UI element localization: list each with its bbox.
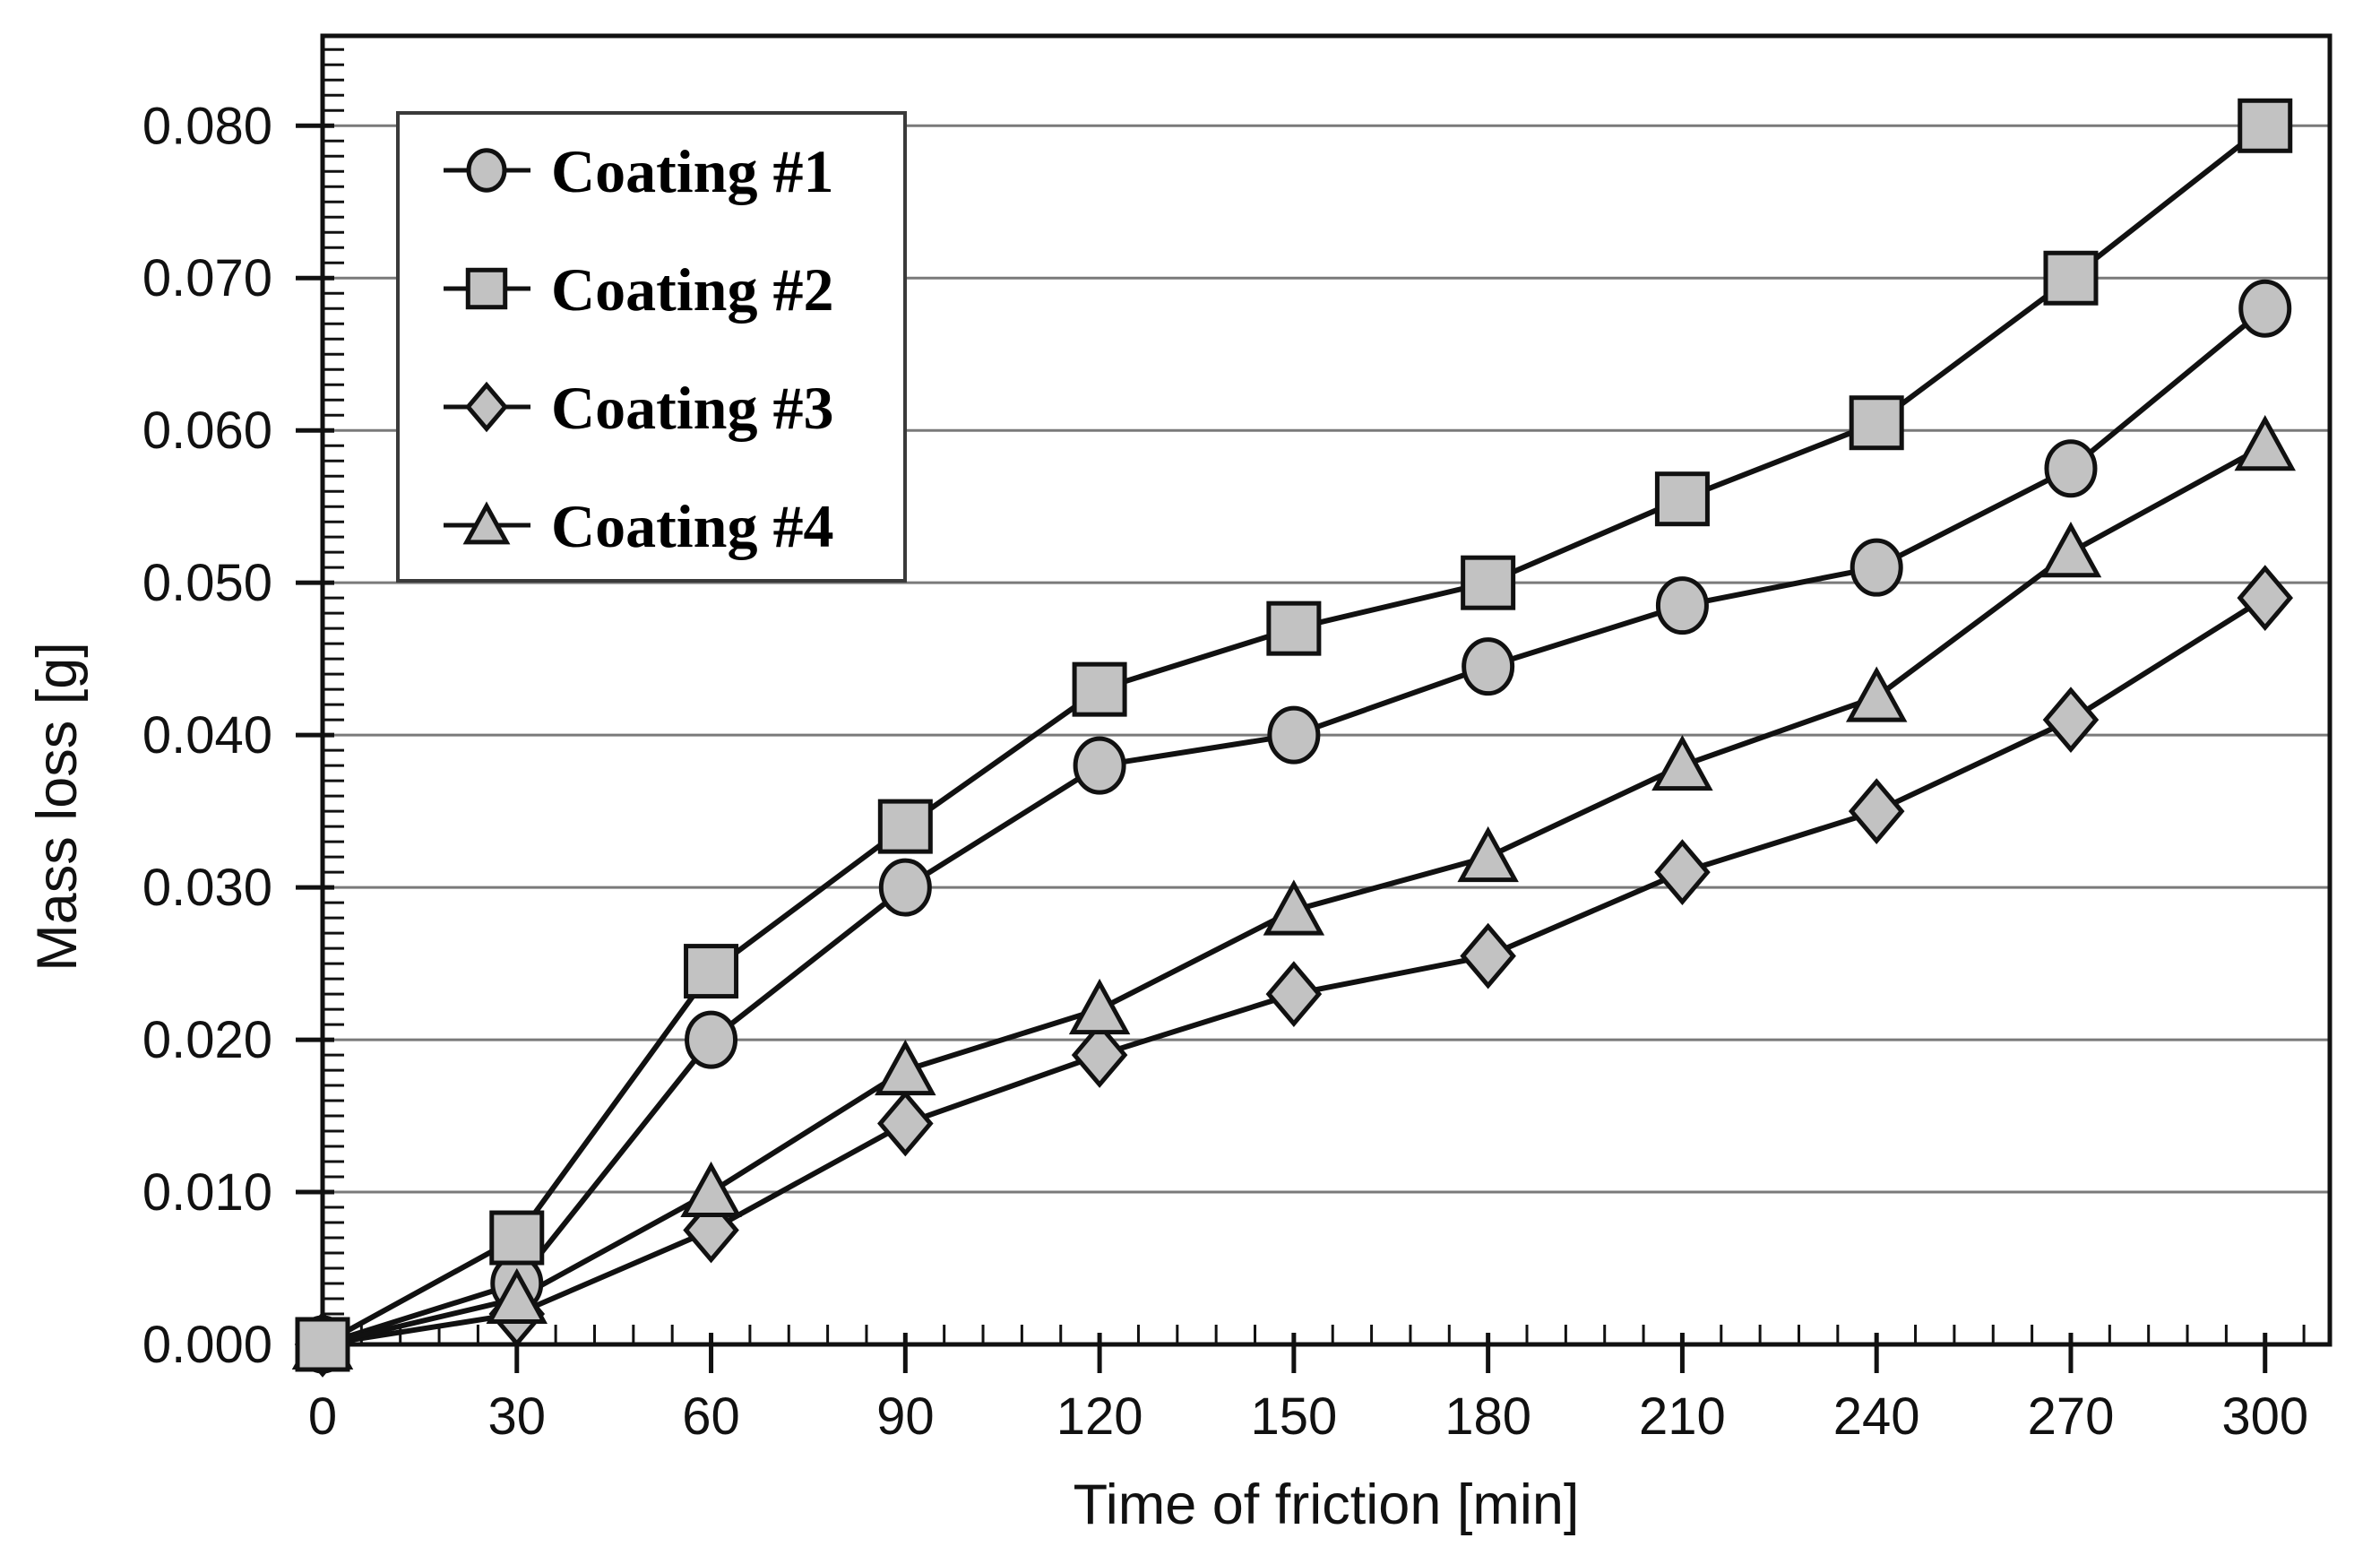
diamond-marker-coating-3 bbox=[1265, 961, 1323, 1027]
circle-marker-coating-1 bbox=[1462, 637, 1515, 696]
legend-label-coating-2: Coating #2 bbox=[551, 255, 833, 324]
diamond-marker-coating-3 bbox=[1071, 1022, 1128, 1088]
y-tick-label: 0.020 bbox=[142, 1011, 272, 1069]
square-marker-coating-2 bbox=[684, 944, 739, 999]
x-axis-title: Time of friction [min] bbox=[1074, 1473, 1580, 1536]
x-tick-label: 120 bbox=[1056, 1387, 1143, 1446]
y-tick-label: 0.080 bbox=[142, 97, 272, 155]
legend-label-coating-4: Coating #4 bbox=[551, 492, 833, 560]
diamond-marker-coating-3 bbox=[1460, 922, 1516, 989]
y-tick-label: 0.000 bbox=[142, 1316, 272, 1374]
triangle-marker-coating-4 bbox=[1845, 666, 1908, 722]
diamond-marker-coating-3 bbox=[1654, 839, 1711, 905]
square-marker-coating-2 bbox=[1849, 395, 1904, 451]
y-tick-label: 0.040 bbox=[142, 706, 272, 765]
diamond-marker-coating-3 bbox=[2042, 687, 2100, 754]
triangle-marker-coating-4 bbox=[1068, 978, 1131, 1035]
square-marker-coating-2 bbox=[877, 799, 933, 854]
x-tick-label: 0 bbox=[308, 1387, 337, 1446]
circle-marker-coating-1 bbox=[685, 1010, 738, 1069]
square-marker-coating-2 bbox=[1072, 661, 1127, 717]
square-marker-coating-2 bbox=[1654, 471, 1710, 527]
x-tick-label: 60 bbox=[682, 1387, 740, 1446]
x-tick-label: 90 bbox=[876, 1387, 935, 1446]
circle-marker-coating-1 bbox=[2238, 279, 2292, 338]
circle-marker-coating-1 bbox=[1073, 736, 1126, 795]
x-tick-label: 30 bbox=[488, 1387, 547, 1446]
x-tick-label: 300 bbox=[2221, 1387, 2308, 1446]
legend-label-coating-1: Coating #1 bbox=[551, 137, 833, 205]
triangle-marker-coating-4 bbox=[875, 1039, 936, 1096]
legend-diamond-icon bbox=[465, 381, 508, 433]
triangle-marker-coating-4 bbox=[2039, 521, 2102, 578]
x-tick-label: 210 bbox=[1639, 1387, 1726, 1446]
legend-triangle-icon bbox=[462, 501, 511, 545]
circle-marker-coating-1 bbox=[878, 858, 932, 917]
diamond-marker-coating-3 bbox=[877, 1090, 934, 1157]
y-axis-title: Mass loss [g] bbox=[26, 642, 89, 972]
square-marker-coating-2 bbox=[1266, 601, 1322, 656]
y-tick-label: 0.070 bbox=[142, 249, 272, 307]
circle-marker-coating-1 bbox=[2044, 439, 2098, 498]
square-marker-coating-2 bbox=[295, 1317, 350, 1372]
legend-circle-icon bbox=[466, 148, 507, 193]
x-tick-label: 270 bbox=[2028, 1387, 2115, 1446]
plot-border bbox=[320, 33, 2333, 1347]
circle-marker-coating-1 bbox=[1655, 576, 1709, 635]
square-marker-coating-2 bbox=[489, 1210, 545, 1266]
y-tick-label: 0.050 bbox=[142, 554, 272, 612]
triangle-marker-coating-4 bbox=[486, 1267, 548, 1325]
triangle-marker-coating-4 bbox=[1457, 825, 1519, 883]
diamond-marker-coating-3 bbox=[2237, 565, 2294, 632]
x-tick-label: 180 bbox=[1444, 1387, 1531, 1446]
triangle-marker-coating-4 bbox=[2234, 415, 2296, 471]
y-tick-label: 0.010 bbox=[142, 1163, 272, 1222]
y-tick-label: 0.060 bbox=[142, 402, 272, 460]
square-marker-coating-2 bbox=[2238, 98, 2293, 153]
square-marker-coating-2 bbox=[2043, 250, 2099, 306]
x-tick-label: 150 bbox=[1250, 1387, 1337, 1446]
triangle-marker-coating-4 bbox=[1263, 879, 1325, 936]
diamond-marker-coating-3 bbox=[1848, 778, 1905, 844]
legend-square-icon bbox=[465, 267, 508, 310]
x-tick-label: 240 bbox=[1833, 1387, 1920, 1446]
circle-marker-coating-1 bbox=[1850, 538, 1903, 597]
circle-marker-coating-1 bbox=[1267, 705, 1321, 765]
triangle-marker-coating-4 bbox=[1651, 734, 1713, 791]
legend-label-coating-3: Coating #3 bbox=[551, 374, 833, 442]
y-tick-label: 0.030 bbox=[142, 859, 272, 917]
triangle-marker-coating-4 bbox=[680, 1161, 742, 1218]
square-marker-coating-2 bbox=[1461, 555, 1516, 610]
